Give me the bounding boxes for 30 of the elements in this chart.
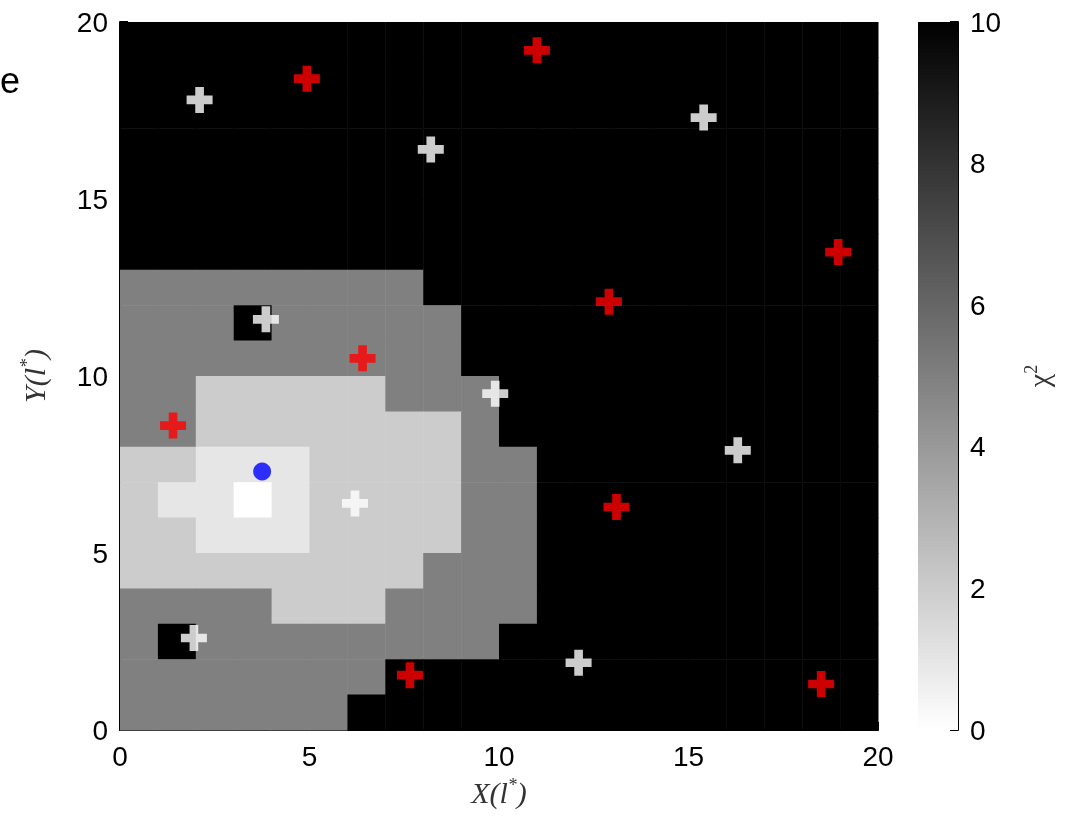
- y-axis-title: Y(l*): [17, 349, 52, 403]
- point: [724, 437, 751, 464]
- color-bar-label: 4: [970, 431, 986, 463]
- point: [186, 86, 213, 113]
- color-bar-label: 2: [970, 572, 986, 604]
- x-tick-label: 20: [862, 740, 894, 772]
- point: [523, 37, 550, 64]
- y-tick-label: 15: [76, 183, 108, 215]
- point: [595, 288, 622, 315]
- point: [180, 624, 207, 651]
- x-axis-title: X(l*): [470, 775, 527, 810]
- x-tick-label: 15: [672, 740, 705, 772]
- color-bar-label: 0: [970, 714, 986, 746]
- x-tick-label: 0: [112, 740, 128, 772]
- y-tick-label: 10: [76, 360, 108, 392]
- point: [565, 649, 592, 676]
- point: [825, 239, 852, 266]
- x-tick-label: 5: [301, 740, 318, 772]
- point: [603, 493, 630, 520]
- y-tick-label: 5: [92, 537, 108, 569]
- point: [482, 380, 509, 407]
- color-bar-title: χ2: [1021, 364, 1055, 389]
- color-bar-label: 10: [970, 6, 1002, 38]
- x-tick-label: 10: [483, 740, 515, 772]
- color-bar-label: 8: [970, 148, 986, 180]
- y-tick-label: 20: [76, 6, 108, 38]
- color-bar-label: 6: [970, 289, 986, 321]
- text: e: [0, 59, 21, 101]
- point: [293, 65, 320, 92]
- y-tick-label: 0: [92, 714, 108, 746]
